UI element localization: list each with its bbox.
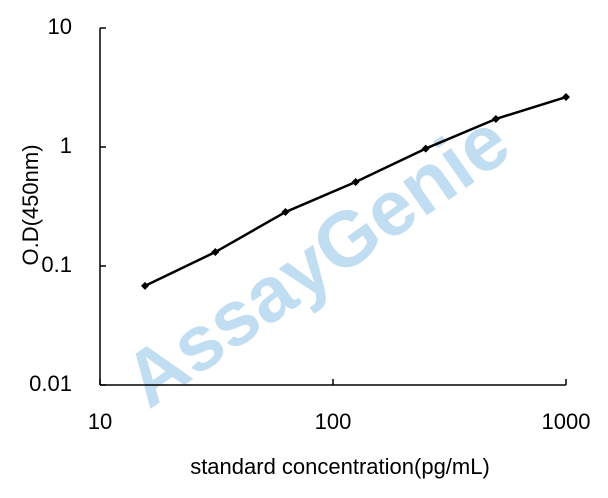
y-tick-label: 10 [48,14,72,39]
x-tick-label: 100 [315,409,352,434]
data-point [491,114,500,123]
data-point [140,281,149,290]
data-point [281,208,290,217]
data-point [421,144,430,153]
y-tick-label: 0.1 [41,252,72,277]
watermark: AssayGenie [108,96,524,424]
x-tick-label: 10 [88,409,112,434]
x-axis-label: standard concentration(pg/mL) [190,454,490,479]
data-point [211,248,220,257]
y-tick-label: 1 [60,133,72,158]
data-point [351,178,360,187]
data-point [562,93,570,102]
y-tick-label: 0.01 [29,371,72,396]
y-axis-label: O.D(450nm) [18,144,43,265]
x-tick-label: 1000 [542,409,591,434]
